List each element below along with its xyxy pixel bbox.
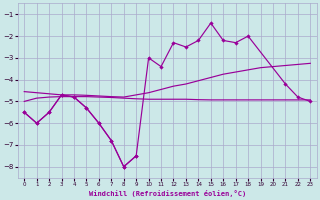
X-axis label: Windchill (Refroidissement éolien,°C): Windchill (Refroidissement éolien,°C) bbox=[89, 190, 246, 197]
